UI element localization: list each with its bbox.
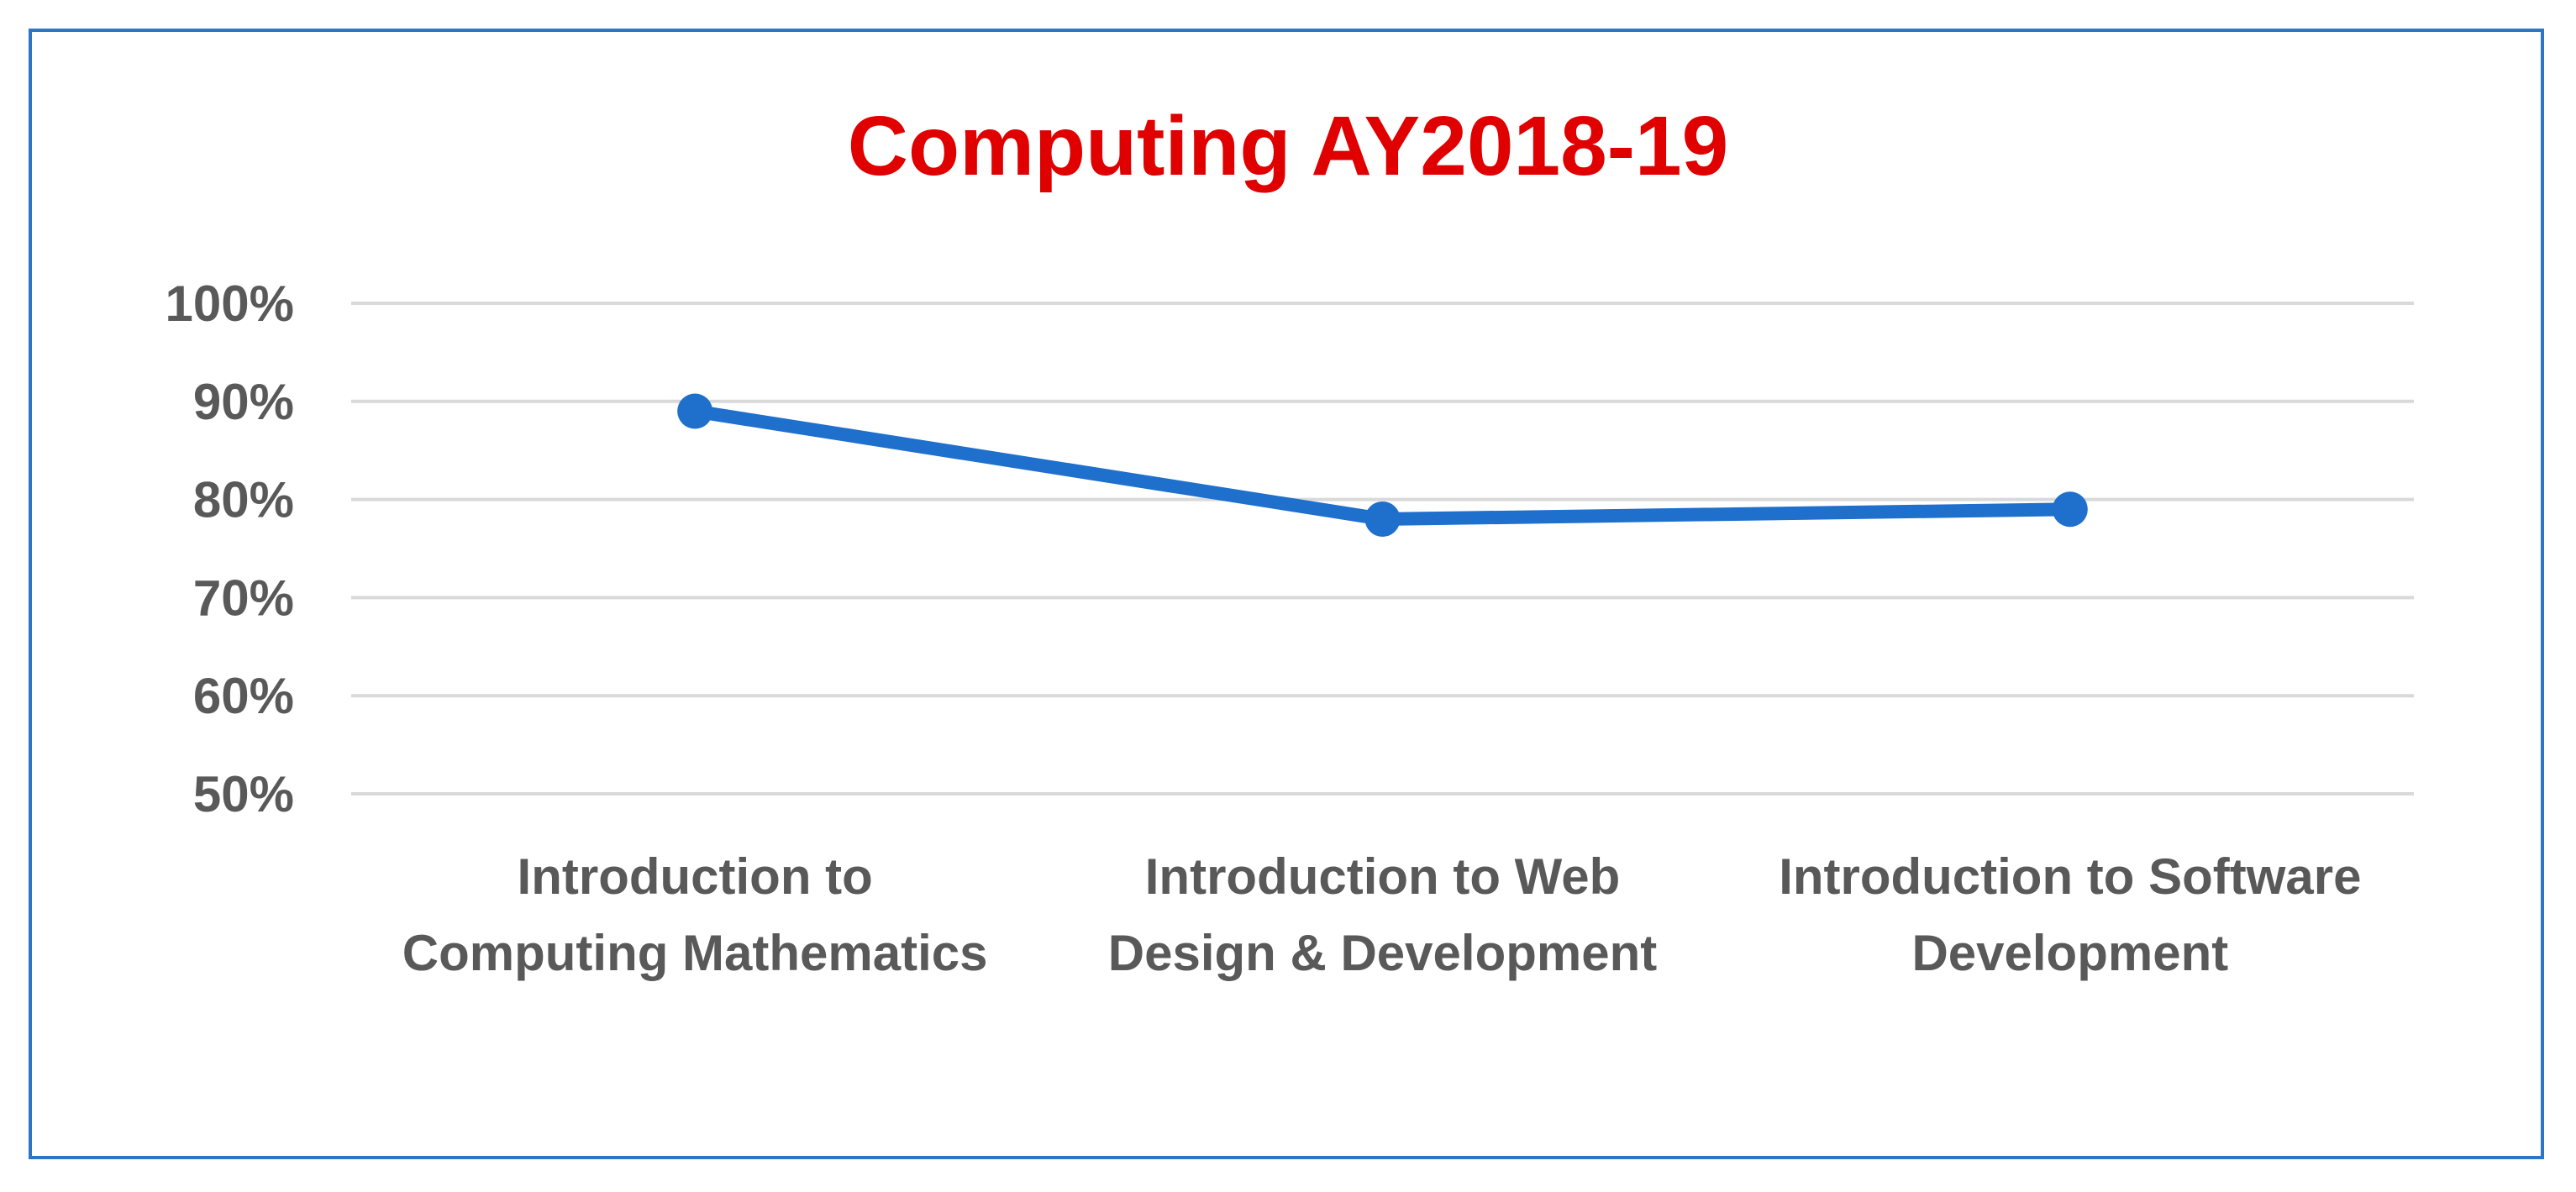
- x-category-label: Introduction to Web Design & Development: [1108, 848, 1657, 981]
- x-axis-category-labels: Introduction to Computing MathematicsIntr…: [402, 848, 2362, 981]
- x-category-label: Introduction to Computing Mathematics: [402, 848, 988, 981]
- y-axis-tick-labels: 50% 60% 70% 80% 90% 100%: [166, 276, 294, 822]
- x-category-label-line: Introduction to: [518, 848, 873, 905]
- y-tick-label: 100%: [166, 276, 294, 332]
- y-tick-label: 90%: [193, 374, 294, 430]
- chart-frame: [29, 29, 2544, 1159]
- y-tick-label: 80%: [193, 472, 294, 528]
- x-category-label-line: Development: [1911, 925, 2228, 981]
- x-category-label-line: Design & Development: [1108, 925, 1657, 981]
- x-category-label-line: Computing Mathematics: [402, 925, 988, 981]
- y-tick-label: 70%: [193, 570, 294, 626]
- y-tick-label: 60%: [193, 668, 294, 724]
- x-category-label-line: Introduction to Web: [1145, 848, 1620, 905]
- x-category-label: Introduction to Software Development: [1779, 848, 2361, 981]
- series-layer: [677, 393, 2088, 537]
- data-point: [1364, 501, 1401, 537]
- gridlines: [351, 302, 2414, 796]
- data-point: [2052, 491, 2088, 528]
- x-category-label-line: Introduction to Software: [1779, 848, 2361, 905]
- data-point: [677, 393, 713, 429]
- chart-title: Computing AY2018-19: [848, 99, 1728, 193]
- y-tick-label: 50%: [193, 766, 294, 822]
